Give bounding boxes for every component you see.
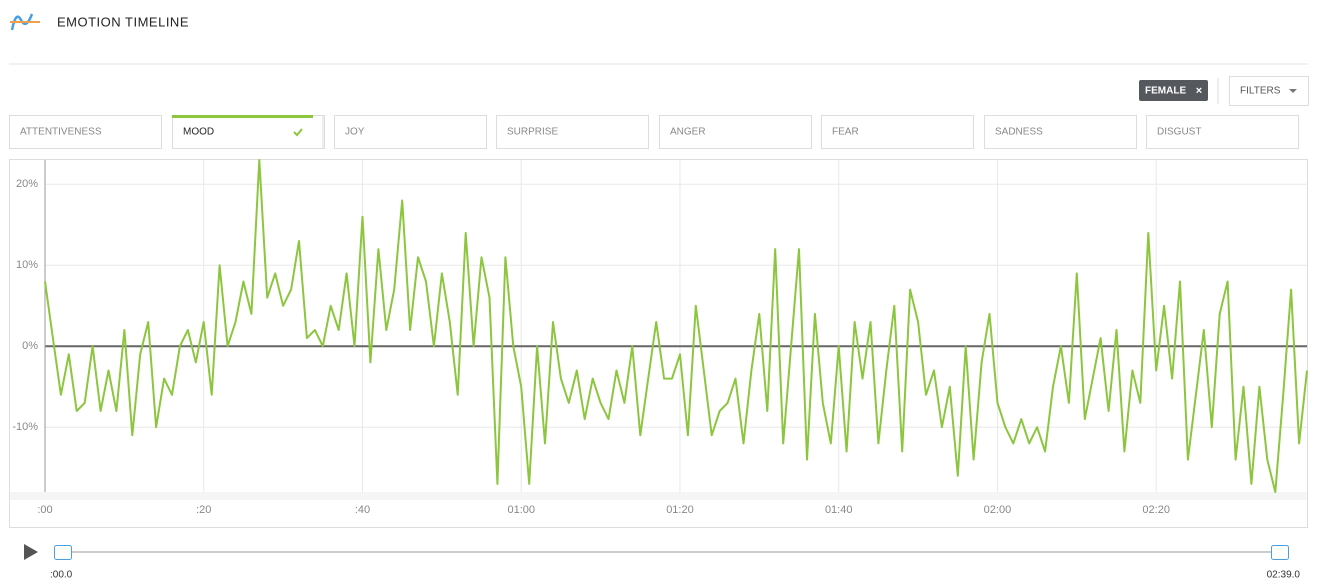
tab-label: ATTENTIVENESS — [20, 127, 102, 138]
tab-label: SURPRISE — [507, 127, 558, 138]
y-tick-label: 0% — [22, 340, 38, 352]
tab-label: SADNESS — [995, 127, 1043, 138]
tab[interactable] — [821, 115, 974, 149]
y-tick-label: 10% — [16, 259, 38, 271]
x-tick-label: 02:20 — [1142, 504, 1170, 516]
y-tick-label: 20% — [16, 178, 38, 190]
start-time: :00.0 — [50, 570, 73, 581]
filters-button-label: FILTERS — [1240, 86, 1281, 97]
filter-tag-close[interactable]: × — [1196, 85, 1202, 97]
tab-label: FEAR — [832, 127, 859, 138]
tab[interactable] — [659, 115, 812, 149]
dropdown-caret — [1289, 89, 1297, 93]
tab-label: MOOD — [183, 127, 214, 138]
filter-tag-label: FEMALE — [1145, 86, 1186, 97]
filter-tag[interactable] — [1139, 80, 1208, 101]
tab[interactable] — [1146, 115, 1299, 149]
x-tick-label: :00 — [37, 504, 52, 516]
axis-band — [10, 492, 1307, 500]
logo — [10, 13, 40, 31]
tab[interactable] — [9, 115, 162, 149]
x-tick-label: 01:40 — [825, 504, 853, 516]
filters-button[interactable] — [1229, 76, 1309, 106]
y-tick-label: -10% — [12, 421, 38, 433]
scrubber-start-handle[interactable] — [54, 545, 72, 560]
tab[interactable] — [334, 115, 487, 149]
tab-label: ANGER — [670, 127, 706, 138]
x-tick-label: :20 — [196, 504, 211, 516]
scrubber-end-handle[interactable] — [1271, 545, 1289, 560]
x-tick-label: :40 — [355, 504, 370, 516]
tab[interactable] — [984, 115, 1137, 149]
x-tick-label: 02:00 — [984, 504, 1012, 516]
x-tick-label: 01:20 — [666, 504, 694, 516]
mood-line — [44, 159, 1308, 493]
end-time: 02:39.0 — [1267, 570, 1301, 581]
tab-label: JOY — [345, 127, 365, 138]
tab[interactable] — [496, 115, 649, 149]
play-button[interactable] — [24, 544, 38, 560]
x-tick-label: 01:00 — [507, 504, 535, 516]
tab-active-indicator — [172, 115, 313, 118]
page-title: EMOTION TIMELINE — [57, 14, 189, 29]
tab-label: DISGUST — [1157, 127, 1201, 138]
tab-check — [293, 128, 303, 137]
